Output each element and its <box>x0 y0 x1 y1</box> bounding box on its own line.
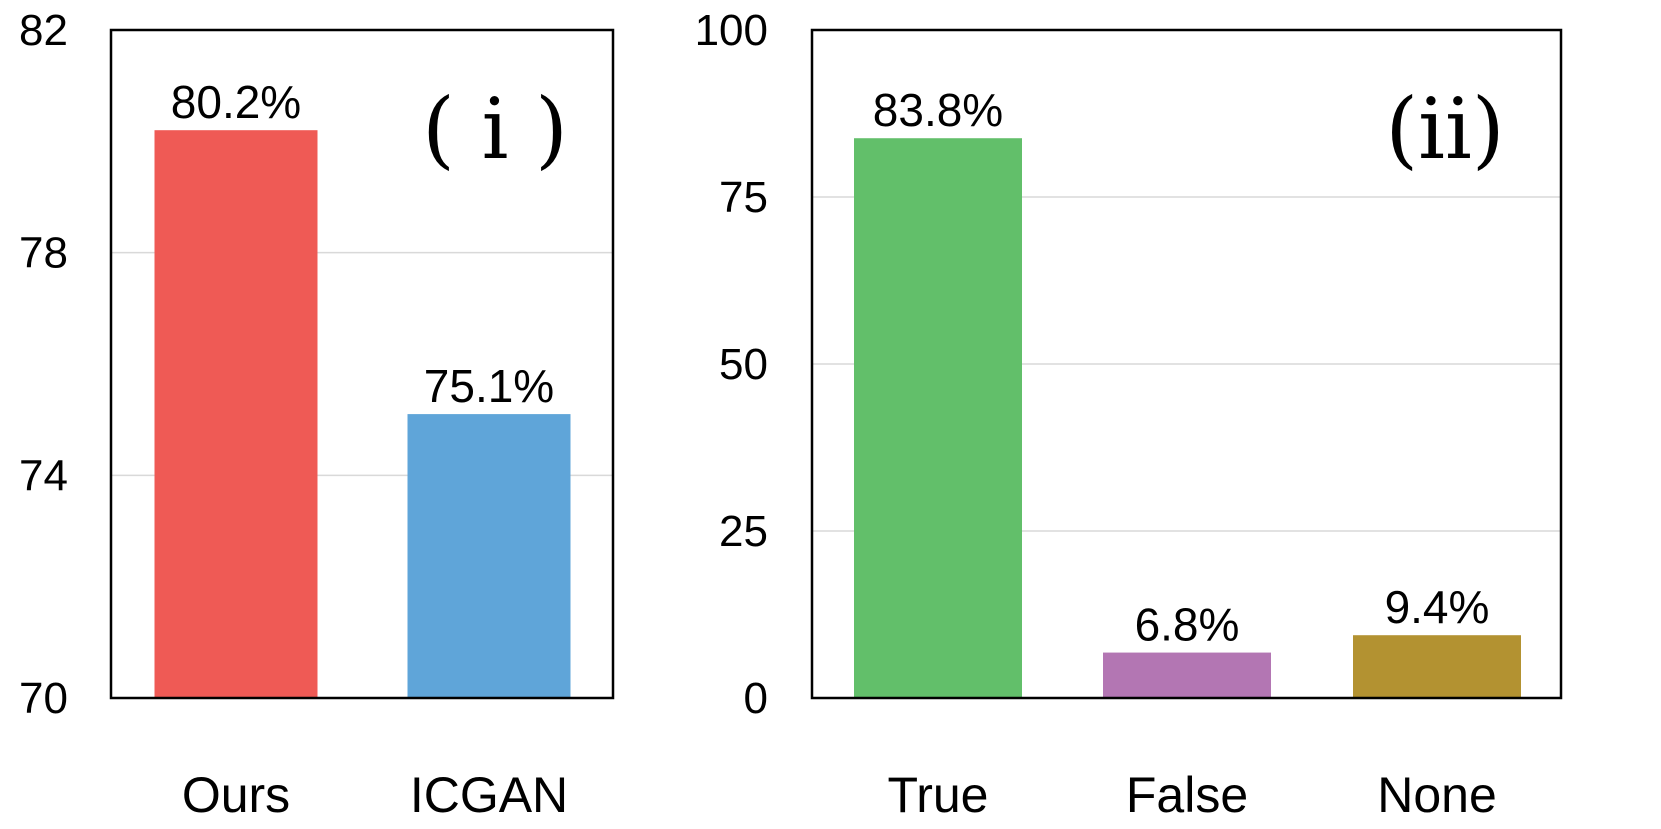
data-label-false: 6.8% <box>1135 599 1240 651</box>
chart-panel-ii: 83.8% True 6.8% False 9.4% None 0 25 50 75 100 (ii) <box>695 6 1563 823</box>
plot-frame <box>810 28 1563 700</box>
y-tick-label-25: 25 <box>719 507 768 556</box>
bar-ours <box>154 130 318 698</box>
y-tick-label-100: 100 <box>695 6 768 55</box>
x-tick-label-none: None <box>1377 767 1497 823</box>
y-tick-label-78: 78 <box>19 229 68 278</box>
y-tick-label-0: 0 <box>744 674 768 723</box>
x-tick-label-ours: Ours <box>182 767 290 823</box>
panel-label: (ii) <box>1385 80 1504 178</box>
x-tick-label-icgan: ICGAN <box>410 767 568 823</box>
data-label-icgan: 75.1% <box>424 360 554 412</box>
data-label-none: 9.4% <box>1385 581 1490 633</box>
data-label-true: 83.8% <box>873 84 1003 136</box>
chart-panel-i: 80.2% Ours 75.1% ICGAN 70 74 78 82 ( i ) <box>19 6 615 823</box>
y-tick-label-82: 82 <box>19 6 68 55</box>
bar-false <box>1103 652 1271 698</box>
bar-none <box>1353 635 1521 698</box>
y-tick-label-75: 75 <box>719 173 768 222</box>
x-tick-label-true: True <box>888 767 989 823</box>
y-tick-label-70: 70 <box>19 674 68 723</box>
panel-label: ( i ) <box>422 80 568 178</box>
x-tick-label-false: False <box>1126 767 1248 823</box>
bar-true <box>854 138 1022 698</box>
y-tick-label-50: 50 <box>719 340 768 389</box>
bar-icgan <box>407 414 571 698</box>
data-label-ours: 80.2% <box>171 76 301 128</box>
plot-frame <box>109 28 615 700</box>
y-tick-label-74: 74 <box>19 451 68 500</box>
